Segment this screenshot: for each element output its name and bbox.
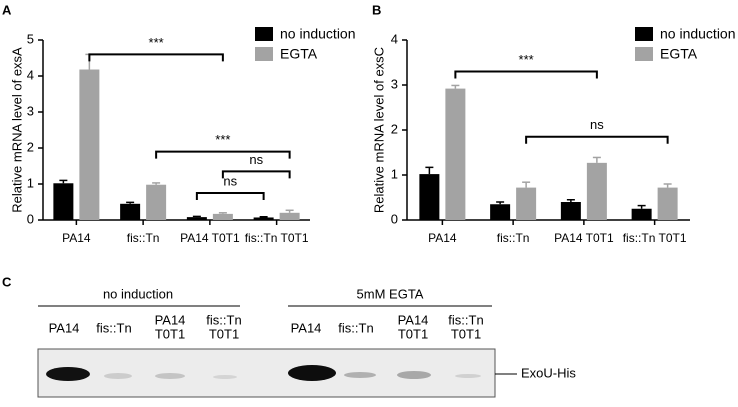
lane-label: fis::Tn (448, 312, 483, 327)
panel-label: B (372, 2, 381, 17)
band (455, 374, 481, 378)
x-tick-label: fis::Tn (497, 231, 530, 245)
band (155, 373, 185, 379)
lane-label: fis::Tn (96, 320, 131, 335)
significance-label: ns (249, 152, 263, 167)
lane-label: PA14 (398, 312, 429, 327)
x-tick-label: PA14 (428, 231, 457, 245)
legend-swatch (635, 27, 653, 41)
legend-swatch (635, 47, 653, 61)
band (213, 375, 237, 379)
bar (279, 212, 300, 220)
panel-label: A (2, 2, 12, 17)
significance-bracket (525, 135, 669, 144)
legend-label: EGTA (660, 46, 698, 62)
legend-swatch (255, 27, 273, 41)
y-tick-label: 5 (27, 31, 34, 46)
significance-bracket (195, 192, 265, 200)
significance-label: ns (223, 173, 237, 188)
bar (560, 202, 581, 220)
y-tick-label: 3 (27, 103, 34, 118)
x-tick-label: fis::Tn T0T1 (623, 231, 687, 245)
blot-label: ExoU-His (521, 365, 576, 380)
bar (586, 162, 607, 220)
bar (490, 204, 511, 220)
legend-label: no induction (280, 26, 356, 42)
band (288, 365, 336, 381)
lane-label: T0T1 (451, 326, 481, 341)
bar (516, 187, 537, 220)
group-label: no induction (103, 286, 173, 301)
y-tick-label: 3 (391, 76, 398, 91)
y-tick-label: 4 (27, 67, 34, 82)
significance-bracket (454, 70, 598, 79)
y-tick-label: 2 (27, 139, 34, 154)
lane-label: fis::Tn (206, 312, 241, 327)
bar (120, 203, 141, 220)
lane-label: T0T1 (209, 326, 239, 341)
x-tick-label: PA14 T0T1 (554, 231, 614, 245)
x-tick-label: fis::Tn (127, 231, 160, 245)
bar (445, 88, 466, 220)
y-tick-label: 2 (391, 121, 398, 136)
legend-swatch (255, 47, 273, 61)
lane-label: T0T1 (398, 326, 428, 341)
bar (146, 184, 167, 220)
significance-label: *** (519, 52, 534, 67)
significance-label: *** (149, 35, 164, 50)
bar (253, 217, 274, 220)
bar (419, 174, 440, 220)
bar (631, 208, 652, 220)
band (104, 373, 132, 379)
bar (53, 183, 74, 220)
lane-label: PA14 (49, 320, 80, 335)
bar (79, 69, 100, 221)
significance-bracket (155, 150, 291, 159)
x-tick-label: PA14 T0T1 (180, 231, 240, 245)
bar (212, 213, 233, 220)
blot-panel: no induction 5mM EGTA ExoU-His (37, 286, 576, 398)
band (397, 371, 431, 379)
significance-bracket (88, 53, 224, 62)
y-axis-label: Relative mRNA level of exsA (9, 47, 24, 213)
significance-bracket (221, 170, 291, 179)
legend-label: no induction (660, 26, 736, 42)
y-tick-label: 1 (391, 166, 398, 181)
y-tick-label: 4 (391, 31, 398, 46)
legend-label: EGTA (280, 46, 318, 62)
lane-label: PA14 (291, 320, 322, 335)
y-axis-label: Relative mRNA level of exsC (371, 47, 386, 213)
lane-label: fis::Tn (338, 320, 373, 335)
y-tick-label: 0 (391, 211, 398, 226)
lane-label: T0T1 (155, 326, 185, 341)
panel-label: C (2, 274, 12, 289)
x-tick-label: PA14 (62, 231, 91, 245)
group-label: 5mM EGTA (357, 286, 424, 301)
significance-label: *** (215, 132, 230, 147)
bar (657, 187, 678, 220)
y-tick-label: 1 (27, 175, 34, 190)
band (344, 372, 376, 378)
x-tick-label: fis::Tn T0T1 (245, 231, 309, 245)
y-tick-label: 0 (27, 211, 34, 226)
bar (186, 217, 207, 220)
band (46, 367, 90, 381)
lane-label: PA14 (155, 312, 186, 327)
significance-label: ns (590, 117, 604, 132)
